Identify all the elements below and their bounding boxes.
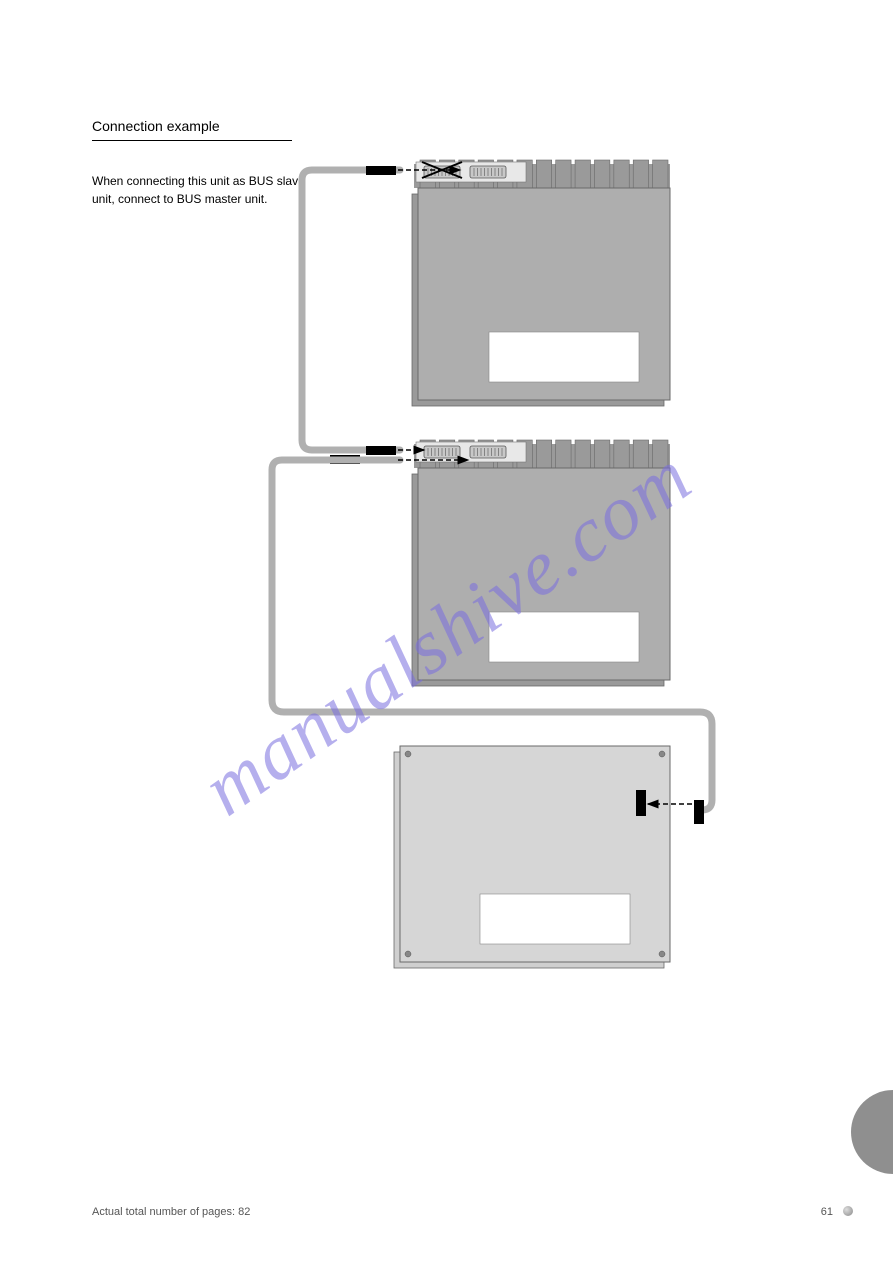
- connection-diagram: XDP-4000X XES-Z50 CDX-C90: [0, 0, 893, 1100]
- footer-left: Actual total number of pages: 82: [92, 1206, 250, 1218]
- device-bottom: CDX-C90: [394, 746, 670, 968]
- page-root: Connection example When connecting this …: [0, 0, 893, 1263]
- svg-text:XDP-4000X: XDP-4000X: [527, 349, 602, 365]
- footer-page-number: 61: [821, 1206, 833, 1218]
- device-top: XDP-4000X: [412, 160, 670, 406]
- device-mid: XES-Z50: [412, 440, 670, 686]
- svg-text:CDX-C90: CDX-C90: [525, 911, 585, 927]
- footer-dot-icon: [843, 1206, 853, 1216]
- side-tab: [851, 1090, 893, 1174]
- svg-text:XES-Z50: XES-Z50: [536, 629, 593, 645]
